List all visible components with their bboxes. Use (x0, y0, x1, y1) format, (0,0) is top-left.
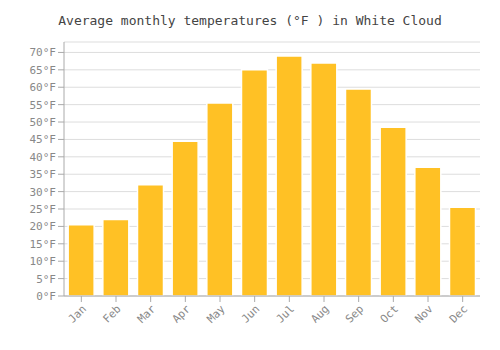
svg-text:60°F: 60°F (30, 81, 57, 94)
svg-text:0°F: 0°F (36, 290, 56, 303)
svg-text:May: May (204, 302, 228, 326)
svg-text:65°F: 65°F (30, 64, 57, 77)
svg-text:Jul: Jul (274, 302, 297, 325)
svg-text:70°F: 70°F (30, 46, 57, 59)
svg-text:15°F: 15°F (30, 238, 57, 251)
svg-text:5°F: 5°F (36, 273, 56, 286)
svg-text:Sep: Sep (343, 302, 366, 325)
svg-text:45°F: 45°F (30, 133, 57, 146)
svg-text:Feb: Feb (100, 302, 123, 325)
svg-text:10°F: 10°F (30, 255, 57, 268)
svg-text:Oct: Oct (378, 302, 401, 325)
svg-text:40°F: 40°F (30, 151, 57, 164)
svg-text:50°F: 50°F (30, 116, 57, 129)
svg-text:25°F: 25°F (30, 203, 57, 216)
html-text:Average monthly temperatures (: Average monthly temperatures (°F ) in Wh… (58, 13, 442, 28)
svg-text:Jan: Jan (66, 302, 89, 325)
svg-text:35°F: 35°F (30, 168, 57, 181)
svg-text:Mar: Mar (135, 302, 159, 326)
svg-text:20°F: 20°F (30, 220, 57, 233)
svg-text:Nov: Nov (412, 302, 436, 326)
svg-text:55°F: 55°F (30, 99, 57, 112)
svg-text:Apr: Apr (170, 302, 194, 326)
svg-text:Dec: Dec (447, 302, 470, 325)
svg-text:30°F: 30°F (30, 186, 57, 199)
svg-text:Jun: Jun (239, 302, 262, 325)
svg-text:Aug: Aug (308, 302, 331, 325)
